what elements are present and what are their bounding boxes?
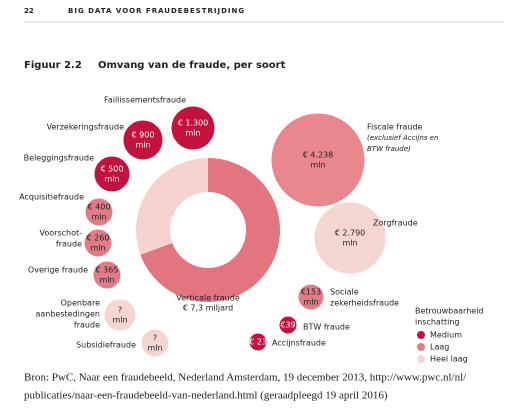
legend-label: Laag <box>430 343 449 352</box>
running-title: BIG DATA VOOR FRAUDEBESTRIJDING <box>68 7 245 15</box>
bubble-unit: mln <box>91 213 106 222</box>
donut-horizontal <box>136 158 208 255</box>
center-amount: € 7,3 miljard <box>183 304 234 313</box>
bubble <box>313 201 387 275</box>
legend-swatch <box>417 331 425 339</box>
bubble-amount: € 23 <box>249 338 267 347</box>
bubble-label: BTW fraude <box>303 323 350 332</box>
bubble <box>297 283 325 311</box>
bubble-unit: mln <box>90 244 105 253</box>
bubble-label: Openbare <box>61 299 100 308</box>
bubble-label: aanbestedingen <box>35 310 100 319</box>
bubble-unit: mln <box>147 344 162 353</box>
page-number: 22 <box>24 7 34 15</box>
bubble-label: Acquisitiefraude <box>19 193 84 202</box>
bubble-amount: € 260 <box>87 234 110 243</box>
legend-title: inschatting <box>415 318 459 327</box>
figure-label: Figuur 2.2 <box>24 60 82 71</box>
bubble <box>122 119 164 161</box>
bubble-amount: € 4.238 <box>303 151 334 160</box>
bubble-label: Faillissementsfraude <box>104 96 186 105</box>
bubble <box>270 112 366 208</box>
bubble-label: fraude <box>74 321 100 330</box>
bubble <box>248 332 268 352</box>
legend-swatch <box>417 343 425 351</box>
bubble-unit: mln <box>99 276 114 285</box>
bubble <box>84 197 114 227</box>
figure-title: Omvang van de fraude, per soort <box>98 60 286 71</box>
bubble <box>92 260 122 290</box>
bubble-label: fraude <box>56 240 82 249</box>
source-line: publicaties/naar-een-fraudebeeld-van-ned… <box>24 390 388 402</box>
bubble <box>278 315 298 335</box>
legend-title: Betrouwbaarheid <box>415 307 484 316</box>
bubble <box>103 298 137 332</box>
bubble-label: Sociale <box>330 288 359 297</box>
bubble <box>83 228 113 258</box>
bubble <box>170 105 216 151</box>
bubble-amount: € 365 <box>96 266 119 275</box>
bubble-label: Voorschot- <box>40 229 83 238</box>
bubble-unit: mln <box>135 141 150 150</box>
legend-label: Heel laag <box>430 355 468 364</box>
bubble-label: Accijnsfraude <box>272 339 326 348</box>
donut-vertical <box>140 158 281 302</box>
bubble <box>93 155 131 193</box>
bubble-label: Overige fraude <box>28 266 88 275</box>
bubble-amount: ? <box>118 306 122 315</box>
bubble-amount: € 900 <box>132 131 155 140</box>
bubble-unit: mln <box>310 161 325 170</box>
bubble-unit: mln <box>303 298 318 307</box>
bubble-amount: € 400 <box>88 203 111 212</box>
bubble-unit: mln <box>342 239 357 248</box>
bubble-label: zekerheidsfraude <box>330 299 399 308</box>
bubble-amount: € 500 <box>101 165 124 174</box>
bubble-label: Fiscale fraude <box>367 123 423 132</box>
legend-swatch <box>417 355 425 363</box>
bubble-amount: € 1.300 <box>178 119 209 128</box>
bubble <box>140 328 170 358</box>
bubble-unit: mln <box>104 175 119 184</box>
bubble-unit: mln <box>185 129 200 138</box>
center-label: Verticale fraude <box>176 294 240 303</box>
bubble-label: Zorgfraude <box>373 219 418 228</box>
bubble-amount: € 2.790 <box>335 229 366 238</box>
bubble-label: (exclusief Accijns en <box>367 134 438 142</box>
bubble-amount: €39 <box>280 321 295 330</box>
source-line: Bron: PwC, Naar een fraudebeeld, Nederla… <box>24 372 467 384</box>
legend-label: Medium <box>430 331 462 340</box>
bubble-label: Subsidiefraude <box>76 341 136 350</box>
bubble-amount: €153 <box>301 288 321 297</box>
bubble-unit: mln <box>112 316 127 325</box>
bubble-label: BTW fraude) <box>367 145 411 153</box>
bubble-label: Verzekeringsfraude <box>47 123 124 132</box>
bubble-amount: ? <box>153 334 157 343</box>
bubble-label: Beleggingsfraude <box>24 154 94 163</box>
